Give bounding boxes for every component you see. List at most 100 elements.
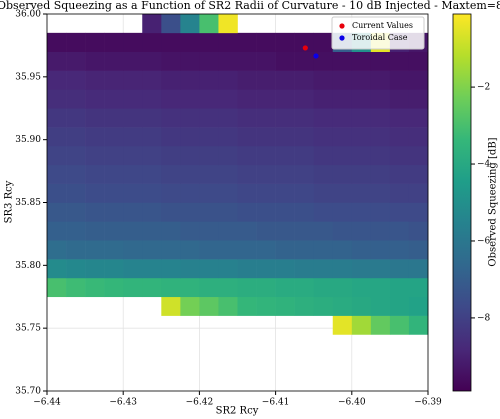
x-axis-label: SR2 Rcy	[216, 406, 259, 417]
heatmap-cell	[351, 145, 372, 166]
heatmap-cell	[66, 221, 86, 241]
heatmap-cell	[47, 70, 67, 90]
heatmap-cell	[85, 145, 105, 166]
heatmap-cell	[370, 221, 391, 241]
heatmap-cell	[313, 240, 334, 260]
heatmap-cell	[389, 51, 410, 71]
heatmap-cell	[332, 164, 353, 184]
heatmap-cell	[237, 277, 257, 298]
heatmap-cell	[237, 221, 257, 241]
heatmap-cell	[256, 259, 276, 279]
heatmap-cell	[370, 259, 391, 279]
heatmap-cell	[237, 145, 257, 166]
heatmap-cell	[332, 145, 353, 166]
heatmap-cell	[275, 221, 295, 241]
colorbar	[452, 13, 472, 392]
heatmap-cell	[389, 145, 410, 166]
heatmap-cell	[389, 202, 410, 222]
heatmap-cell	[123, 89, 143, 109]
heatmap-cell	[66, 51, 86, 71]
heatmap-cell	[351, 127, 372, 147]
heatmap-cell	[237, 240, 257, 260]
heatmap-cell	[218, 164, 238, 184]
heatmap-cell	[218, 202, 238, 222]
heatmap-cell	[47, 202, 67, 222]
heatmap-cell	[370, 127, 391, 147]
heatmap-cell	[275, 164, 295, 184]
heatmap-cell	[313, 51, 334, 71]
heatmap-cell	[66, 164, 86, 184]
heatmap-cell	[275, 296, 295, 316]
heatmap-cell	[180, 127, 200, 147]
heatmap-cell	[142, 32, 162, 52]
heatmap-cell	[180, 221, 200, 241]
heatmap-cell	[66, 145, 86, 166]
heatmap-cell	[104, 70, 124, 90]
heatmap-cell	[123, 51, 143, 71]
heatmap-cell	[104, 108, 124, 128]
legend-box	[331, 16, 425, 50]
heatmap-cell	[294, 277, 314, 298]
heatmap-cell	[199, 108, 219, 128]
heatmap-cell	[85, 259, 105, 279]
heatmap-cell	[256, 296, 276, 316]
legend-marker	[339, 35, 345, 41]
heatmap-cell	[275, 277, 295, 298]
heatmap-cell	[313, 183, 334, 203]
heatmap-cell	[47, 51, 67, 71]
heatmap-cell	[351, 164, 372, 184]
heatmap-cell	[104, 240, 124, 260]
heatmap-cell	[332, 315, 353, 335]
y-tick-label: 35.70	[15, 387, 41, 397]
heatmap-cell	[408, 183, 429, 203]
heatmap-cell	[218, 14, 238, 34]
heatmap-cell	[161, 127, 181, 147]
legend-marker	[339, 23, 345, 29]
heatmap-cell	[218, 221, 238, 241]
heatmap-cell	[294, 183, 314, 203]
heatmap-cell	[85, 51, 105, 71]
heatmap-cell	[66, 240, 86, 260]
heatmap-cell	[47, 164, 67, 184]
heatmap-cell	[389, 164, 410, 184]
heatmap-cell	[104, 127, 124, 147]
heatmap-cell	[275, 70, 295, 90]
heatmap-cell	[142, 183, 162, 203]
heatmap-cell	[351, 221, 372, 241]
legend-label: Current Values	[352, 21, 413, 30]
heatmap-cell	[256, 240, 276, 260]
heatmap-cell	[218, 89, 238, 109]
heatmap-cell	[370, 108, 391, 128]
heatmap-cell	[237, 202, 257, 222]
heatmap-cell	[161, 277, 181, 298]
heatmap-cell	[332, 202, 353, 222]
axes-frame	[46, 13, 429, 392]
heatmap-cell	[313, 70, 334, 90]
heatmap-cell	[275, 51, 295, 71]
heatmap-cell	[408, 164, 429, 184]
heatmap-cell	[389, 183, 410, 203]
heatmap-cell	[142, 70, 162, 90]
heatmap-cell	[66, 183, 86, 203]
heatmap-cell	[142, 240, 162, 260]
heatmap-cell	[47, 277, 67, 298]
heatmap-cell	[85, 221, 105, 241]
heatmap-cell	[351, 51, 372, 71]
heatmap-cell	[104, 51, 124, 71]
heatmap-cell	[294, 89, 314, 109]
heatmap-cell	[85, 108, 105, 128]
heatmap-cell	[389, 221, 410, 241]
heatmap-cell	[256, 164, 276, 184]
y-tick-label: 35.80	[15, 261, 41, 271]
x-tick-label: −6.42	[186, 398, 214, 408]
heatmap-cell	[199, 89, 219, 109]
x-tick-label: −6.40	[338, 398, 366, 408]
colorbar-tick-label: −6	[477, 236, 491, 246]
heatmap-cell	[408, 51, 429, 71]
heatmap-cell	[256, 277, 276, 298]
heatmap-cell	[47, 145, 67, 166]
heatmap-cell	[237, 164, 257, 184]
heatmap-cell	[332, 51, 353, 71]
heatmap-cell	[47, 89, 67, 109]
